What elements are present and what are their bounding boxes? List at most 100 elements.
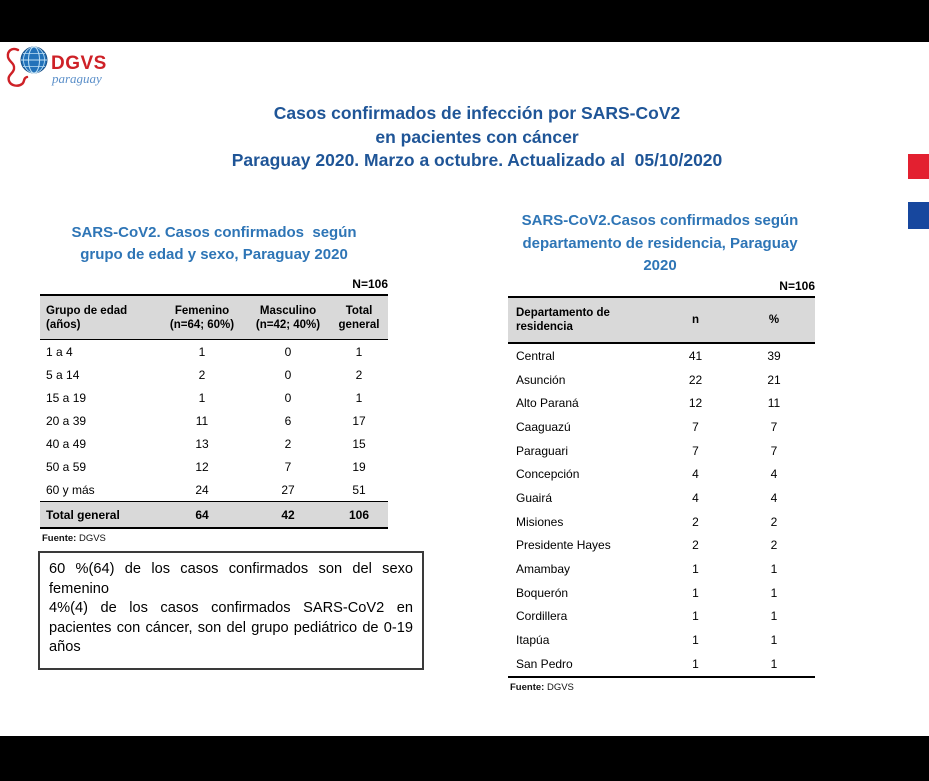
age-sex-table: Grupo de edad (años) Femenino (n=64; 60%… (40, 294, 388, 544)
total-cell: 15 (352, 436, 366, 451)
logo-subtext: paraguay (51, 71, 102, 86)
residence-sample-size: N=106 (779, 279, 815, 293)
percent-cell: 1 (770, 633, 778, 648)
table-row: Caaguazú 7 7 (508, 415, 815, 439)
table-row: 60 y más 24 27 51 (40, 478, 388, 501)
total-cell: 2 (355, 367, 363, 382)
source-value: DGVS (78, 533, 106, 544)
title-line-2: en pacientes con cáncer (375, 126, 579, 147)
percent-cell: 4 (770, 490, 778, 505)
residence-table-header-row: Departamento de residencia n % (508, 296, 815, 344)
department-cell: Asunción (516, 372, 566, 387)
red-square-marker (908, 154, 929, 179)
table-row: 20 a 39 11 6 17 (40, 409, 388, 432)
age-sex-table-title: SARS-CoV2. Casos confirmados según grupo… (71, 224, 357, 263)
male-cell: 6 (284, 413, 292, 428)
department-cell: Presidente Hayes (516, 538, 611, 553)
age-group-cell: 15 a 19 (46, 390, 87, 405)
blue-square-marker (908, 202, 929, 229)
residence-table-title: SARS-CoV2.Casos confirmados según depart… (521, 212, 799, 274)
table-row: 50 a 59 12 7 19 (40, 455, 388, 478)
logo-text: DGVS (51, 53, 107, 74)
department-cell: San Pedro (516, 656, 573, 671)
age-group-cell: 20 a 39 (46, 413, 87, 428)
female-cell: 1 (198, 344, 206, 359)
percent-cell: 2 (770, 538, 778, 553)
n-cell: 1 (692, 633, 699, 648)
male-cell: 0 (284, 390, 292, 405)
residence-table: Departamento de residencia n % Central 4… (508, 296, 815, 693)
dgvs-logo: DGVS paraguay (3, 43, 115, 89)
female-cell: 12 (195, 459, 209, 474)
male-cell: 0 (284, 344, 292, 359)
header-cell-age-group: Grupo de edad (años) (46, 304, 131, 331)
age-group-cell: 40 a 49 (46, 436, 87, 451)
department-cell: Guairá (516, 490, 553, 505)
table-row: Alto Paraná 12 11 (508, 391, 815, 415)
age-group-cell: 60 y más (46, 482, 95, 497)
female-cell: 1 (198, 390, 206, 405)
globe-icon (20, 46, 48, 74)
percent-cell: 7 (770, 443, 778, 458)
percent-cell: 39 (767, 348, 781, 363)
n-cell: 4 (692, 490, 699, 505)
header-cell-n: n (691, 314, 700, 326)
source-value: DGVS (546, 681, 574, 693)
table-row: 40 a 49 13 2 15 (40, 432, 388, 455)
note-text-1: 60 %(64) de los casos confirmados son de… (49, 561, 413, 597)
n-cell: 12 (688, 396, 703, 411)
dgvs-logo-graphic: DGVS paraguay (6, 46, 107, 87)
table-row: Concepción 4 4 (508, 462, 815, 486)
total-male: 42 (281, 507, 295, 522)
male-cell: 7 (284, 459, 292, 474)
department-cell: Central (516, 348, 555, 363)
percent-cell: 11 (767, 396, 781, 411)
percent-cell: 7 (770, 419, 778, 434)
department-cell: Paraguari (516, 443, 569, 458)
header-cell-total: Total general (338, 304, 380, 331)
n-cell: 2 (692, 514, 699, 529)
residence-table-body: Central 41 39 Asunción 22 21 Alto Paraná… (508, 344, 815, 678)
n-cell: 1 (692, 656, 699, 671)
total-cell: 17 (352, 413, 366, 428)
table-row: 15 a 19 1 0 1 (40, 386, 388, 409)
total-cell: 1 (355, 390, 363, 405)
table-row: 1 a 4 1 0 1 (40, 340, 388, 363)
percent-cell: 2 (770, 514, 778, 529)
table-row: San Pedro 1 1 (508, 652, 815, 676)
age-group-cell: 1 a 4 (46, 344, 73, 359)
department-cell: Itapúa (516, 633, 550, 648)
department-cell: Boquerón (516, 585, 569, 600)
female-cell: 24 (195, 482, 209, 497)
female-cell: 2 (198, 367, 206, 382)
summary-note-box: 60 %(64) de los casos confirmados son de… (38, 551, 424, 670)
department-cell: Concepción (516, 467, 580, 482)
n-cell: 7 (692, 419, 699, 434)
percent-cell: 1 (770, 656, 778, 671)
paraguay-outline-icon (6, 47, 29, 87)
total-row: Total general 64 42 106 (40, 501, 388, 529)
bottom-black-bar (0, 736, 929, 781)
table-row: Presidente Hayes 2 2 (508, 534, 815, 558)
header-cell-percent: % (768, 314, 780, 326)
n-cell: 1 (692, 585, 699, 600)
total-cell: 1 (355, 344, 363, 359)
n-cell: 41 (688, 348, 703, 363)
source-label: Fuente: (42, 533, 77, 544)
male-cell: 27 (281, 482, 295, 497)
percent-cell: 4 (770, 467, 778, 482)
table-row: Paraguari 7 7 (508, 439, 815, 463)
department-cell: Caaguazú (516, 419, 571, 434)
table-row: Asunción 22 21 (508, 368, 815, 392)
male-cell: 2 (284, 436, 292, 451)
n-cell: 22 (688, 372, 703, 387)
title-line-3: Paraguay 2020. Marzo a octubre. Actualiz… (231, 150, 723, 170)
age-sex-table-body: 1 a 4 1 0 1 5 a 14 2 0 2 15 a 19 1 0 1 2… (40, 340, 388, 501)
department-cell: Alto Paraná (516, 396, 579, 411)
header-cell-department: Departamento de residencia (516, 307, 610, 333)
source-note: Fuente: DGVS (40, 533, 388, 544)
percent-cell: 21 (767, 372, 781, 387)
source-note: Fuente: DGVS (508, 682, 815, 693)
total-overall: 106 (348, 507, 370, 522)
total-row-label: Total general (46, 507, 120, 522)
